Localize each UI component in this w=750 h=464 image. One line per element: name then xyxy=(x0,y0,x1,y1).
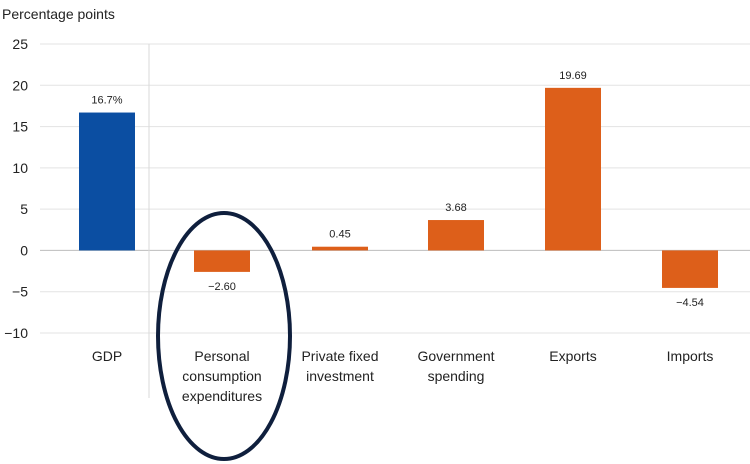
data-label: 16.7% xyxy=(91,95,122,107)
bar xyxy=(662,250,718,288)
bar xyxy=(79,112,135,251)
highlight-ellipse xyxy=(156,211,292,461)
y-axis-title: Percentage points xyxy=(2,6,115,22)
category-label: spending xyxy=(428,368,485,384)
y-tick-label: 20 xyxy=(12,77,28,93)
category-label: Personal xyxy=(194,348,249,364)
category-label: expenditures xyxy=(182,388,262,404)
bar xyxy=(428,220,484,251)
y-tick-label: 25 xyxy=(12,36,28,52)
category-label: GDP xyxy=(92,348,122,364)
category-label: Exports xyxy=(549,348,596,364)
category-label: investment xyxy=(306,368,374,384)
data-label: 3.68 xyxy=(445,202,466,214)
y-tick-label: −10 xyxy=(4,325,28,341)
data-label: 0.45 xyxy=(329,229,350,241)
bar xyxy=(312,246,368,251)
bar xyxy=(194,250,250,272)
data-label: −2.60 xyxy=(208,281,236,293)
y-tick-label: 10 xyxy=(12,160,28,176)
category-label: Imports xyxy=(667,348,714,364)
category-label: Government xyxy=(417,348,494,364)
y-tick-label: −5 xyxy=(12,284,28,300)
data-label: 19.69 xyxy=(559,70,587,82)
y-tick-label: 15 xyxy=(12,119,28,135)
data-label: −4.54 xyxy=(676,297,704,309)
category-label: Private fixed xyxy=(301,348,378,364)
category-label: consumption xyxy=(182,368,261,384)
y-tick-label: 0 xyxy=(20,242,28,258)
bar xyxy=(545,87,601,251)
y-tick-label: 5 xyxy=(20,201,28,217)
